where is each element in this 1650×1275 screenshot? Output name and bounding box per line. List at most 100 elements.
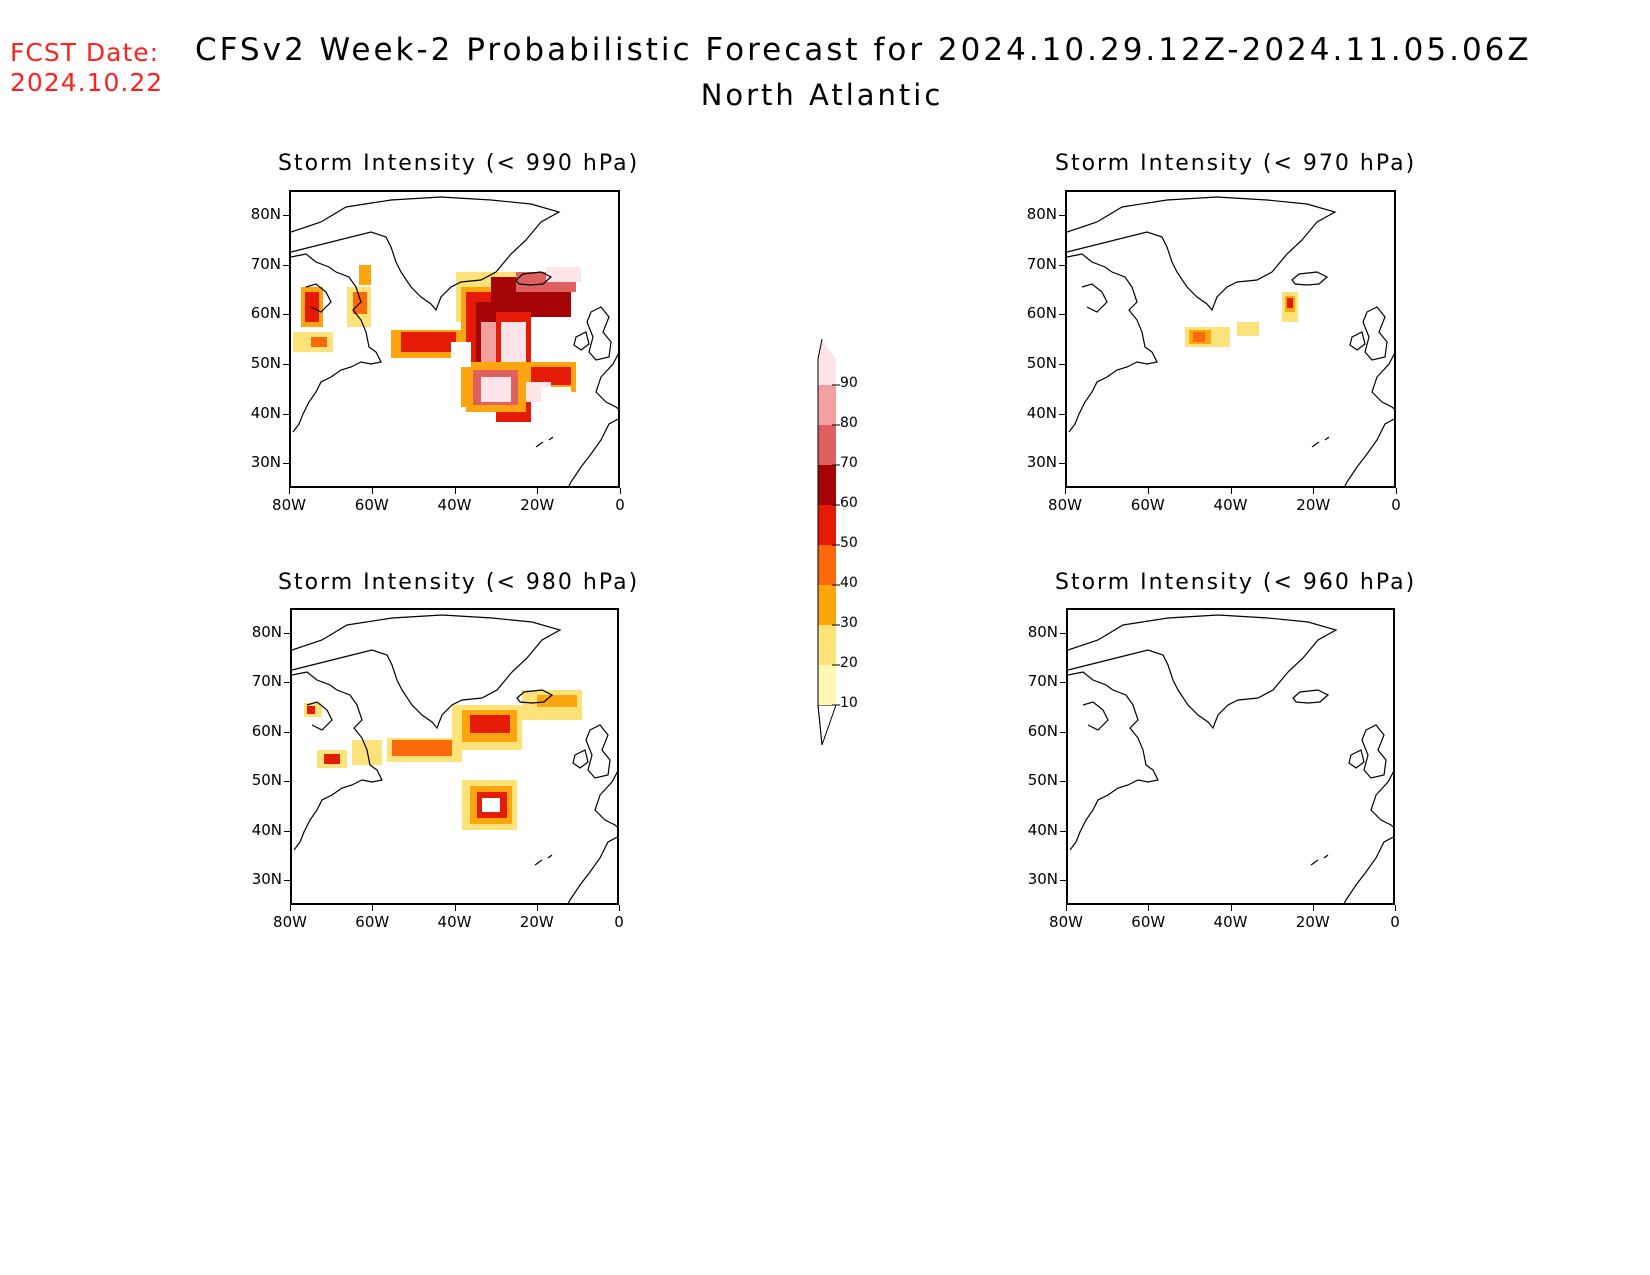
lat-tick-mark [1060, 731, 1066, 733]
shade-region [1193, 332, 1205, 342]
map-panel-990 [289, 190, 620, 488]
lat-tick-mark [283, 363, 289, 365]
lat-tick-mark [1060, 682, 1066, 684]
lon-tick-label: 60W [1131, 913, 1166, 931]
colorbar-swatch [818, 339, 836, 385]
lat-tick-mark [284, 830, 290, 832]
shade-region [1237, 322, 1259, 336]
map-980-svg [292, 614, 617, 903]
lat-tick-label: 70N [250, 254, 281, 273]
colorbar-level-label: 70 [840, 455, 858, 471]
panel-title-970: Storm Intensity (< 970 hPa) [1055, 151, 1417, 176]
lat-tick-mark [1060, 830, 1066, 832]
lon-tick-mark [620, 488, 621, 494]
forecast-date-value: 2024.10.22 [10, 68, 164, 97]
lon-tick-mark [619, 905, 620, 911]
lon-tick-mark [371, 488, 373, 494]
map-970-svg [1067, 196, 1394, 486]
lon-tick-mark [1148, 905, 1150, 911]
lat-tick-mark [283, 463, 289, 465]
colorbar-level-label: 30 [840, 615, 858, 631]
shade-region [470, 715, 510, 733]
lat-tick-mark [284, 731, 290, 733]
lat-tick-mark [284, 682, 290, 684]
lat-tick-mark [284, 632, 290, 634]
lat-tick-label: 80N [251, 622, 282, 641]
forecast-date-label: FCST Date: [10, 38, 160, 67]
lon-tick-label: 60W [354, 496, 389, 514]
shade-region [324, 754, 340, 764]
lat-tick-label: 60N [250, 304, 281, 323]
lat-tick-label: 70N [1027, 672, 1058, 691]
probability-shading-980 [304, 690, 582, 830]
colorbar-swatch [818, 585, 836, 625]
map-panel-980 [290, 608, 619, 905]
lon-tick-label: 20W [520, 496, 555, 514]
map-panel-960 [1066, 608, 1395, 905]
lon-tick-label: 80W [272, 496, 306, 514]
lon-tick-mark [289, 488, 290, 494]
coastlines-970 [1067, 196, 1394, 486]
shade-gap [451, 342, 471, 367]
lat-tick-label: 40N [250, 403, 281, 422]
lon-tick-mark [1065, 488, 1066, 494]
lon-tick-label: 0 [614, 913, 624, 931]
lon-tick-mark [1312, 905, 1314, 911]
shade-gap [482, 798, 500, 812]
lat-tick-mark [284, 880, 290, 882]
lon-tick-label: 40W [437, 496, 472, 514]
lon-tick-label: 20W [519, 913, 554, 931]
lat-tick-label: 50N [1026, 353, 1057, 372]
shade-region [1287, 298, 1293, 308]
coastlines-960 [1068, 614, 1393, 903]
lon-tick-label: 20W [1295, 913, 1330, 931]
lon-tick-label: 40W [437, 913, 472, 931]
lat-tick-mark [1059, 413, 1065, 415]
lat-tick-label: 50N [251, 771, 282, 790]
map-panel-970 [1065, 190, 1396, 488]
lon-tick-label: 60W [1130, 496, 1165, 514]
lat-tick-label: 30N [250, 453, 281, 472]
colorbar-level-label: 20 [840, 655, 858, 671]
map-990-svg [291, 196, 618, 486]
page-title: CFSv2 Week-2 Probabilistic Forecast for … [195, 32, 1532, 68]
coastlines-980 [292, 614, 617, 903]
shade-region [546, 267, 581, 282]
lat-tick-mark [283, 314, 289, 316]
coastlines-990 [291, 196, 618, 486]
lat-tick-mark [1059, 214, 1065, 216]
colorbar-level-label: 90 [840, 375, 858, 391]
lon-tick-label: 40W [1213, 913, 1248, 931]
lat-tick-mark [1059, 264, 1065, 266]
colorbar-swatch [818, 545, 836, 585]
colorbar-outline [817, 338, 823, 746]
colorbar-level-label: 10 [840, 695, 858, 711]
shade-region [531, 367, 571, 385]
lon-tick-label: 80W [1048, 496, 1082, 514]
lon-tick-label: 0 [1390, 913, 1400, 931]
forecast-date-block: FCST Date: 2024.10.22 [10, 38, 163, 98]
colorbar-low-cap [817, 704, 837, 746]
lat-tick-label: 60N [1027, 721, 1058, 740]
shade-region [537, 695, 577, 707]
lon-tick-label: 80W [1049, 913, 1083, 931]
lon-tick-label: 40W [1213, 496, 1248, 514]
lon-tick-mark [290, 905, 291, 911]
panel-title-960: Storm Intensity (< 960 hPa) [1055, 570, 1417, 595]
lat-tick-mark [1060, 781, 1066, 783]
lon-tick-mark [1396, 488, 1397, 494]
colorbar-level-label: 50 [840, 535, 858, 551]
shade-region [401, 332, 456, 352]
colorbar-svg [817, 338, 840, 746]
lat-tick-mark [284, 781, 290, 783]
colorbar-swatch [818, 425, 836, 465]
lat-tick-mark [283, 264, 289, 266]
lon-tick-mark [454, 488, 456, 494]
lat-tick-mark [1059, 363, 1065, 365]
map-960-svg [1068, 614, 1393, 903]
lat-tick-mark [1060, 632, 1066, 634]
colorbar-swatch [818, 665, 836, 705]
lat-tick-label: 30N [1027, 870, 1058, 889]
lat-tick-label: 80N [1026, 204, 1057, 223]
lon-tick-label: 0 [615, 496, 625, 514]
